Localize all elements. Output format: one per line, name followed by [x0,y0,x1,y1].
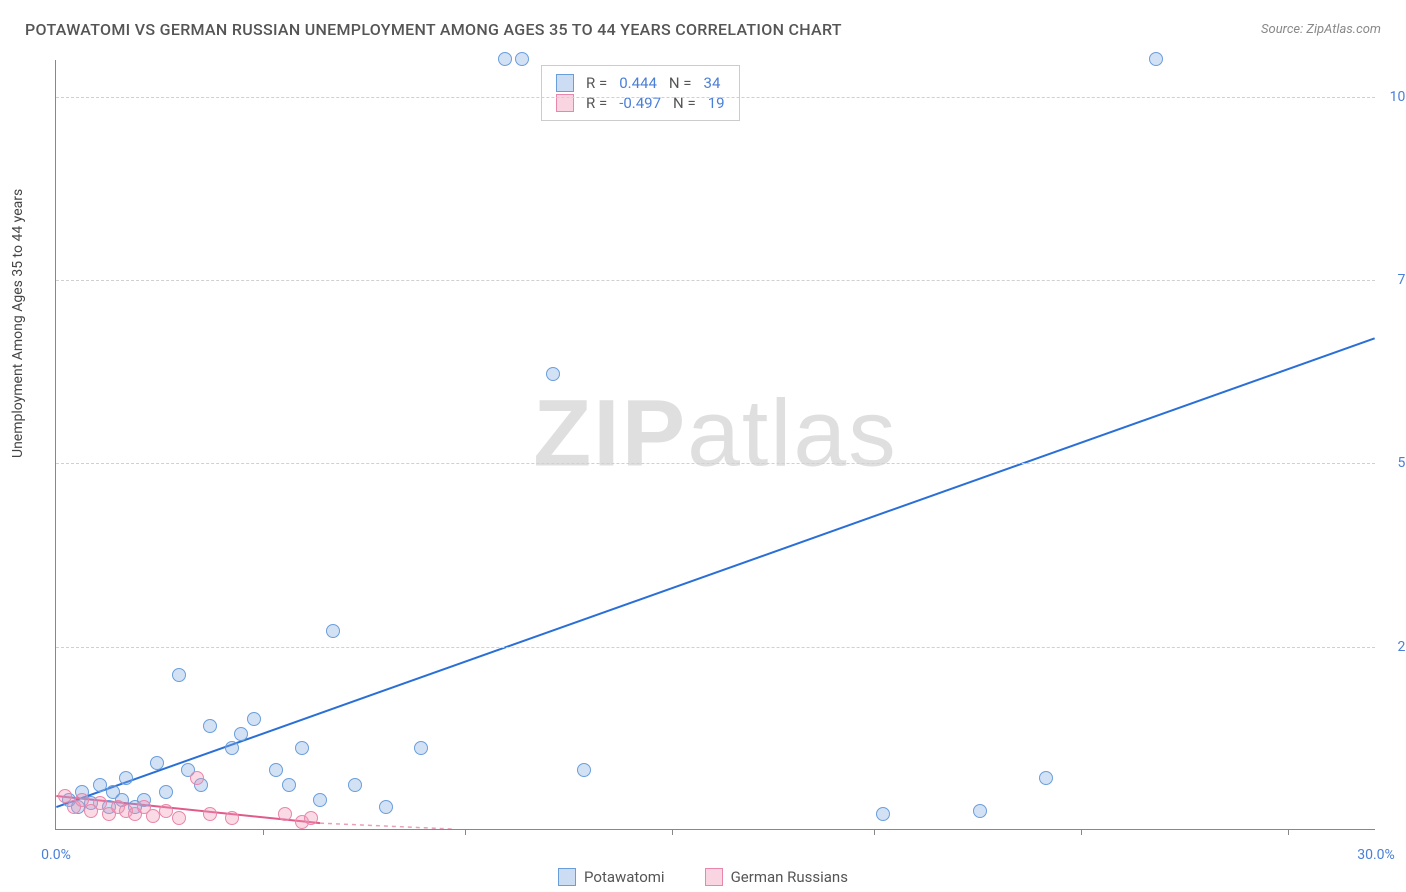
point-potawatomi [348,778,362,792]
point-potawatomi [973,804,987,818]
swatch-blue-icon [556,74,574,92]
point-potawatomi [876,807,890,821]
point-potawatomi [1149,52,1163,66]
xtick-mark [263,829,264,835]
point-german-russian [225,811,239,825]
xtick-mark [465,829,466,835]
chart-title: POTAWATOMI VS GERMAN RUSSIAN UNEMPLOYMEN… [25,20,842,39]
gridline-h [56,463,1375,464]
source-label: Source: ZipAtlas.com [1261,22,1381,37]
point-potawatomi [93,778,107,792]
xtick-mark [874,829,875,835]
r-value-0: 0.444 [619,74,657,92]
xtick-mark [1081,829,1082,835]
point-potawatomi [225,741,239,755]
legend-swatch-pink-icon [705,868,723,886]
point-potawatomi [498,52,512,66]
point-german-russian [203,807,217,821]
point-potawatomi [414,741,428,755]
point-potawatomi [515,52,529,66]
point-potawatomi [282,778,296,792]
ytick-label: 100.0% [1390,89,1406,105]
watermark-bold: ZIP [533,380,687,486]
point-potawatomi [577,763,591,777]
legend-item-potawatomi: Potawatomi [558,868,665,886]
point-german-russian [278,807,292,821]
point-potawatomi [326,624,340,638]
xtick-mark [672,829,673,835]
gridline-h [56,647,1375,648]
point-potawatomi [546,367,560,381]
n-label-0: N = [669,74,692,92]
point-potawatomi [1039,771,1053,785]
legend-bottom: Potawatomi German Russians [0,868,1406,886]
point-german-russian [304,811,318,825]
trend-line [320,823,452,829]
ytick-label: 50.0% [1397,455,1406,471]
r-label-0: R = [586,74,607,92]
point-potawatomi [119,771,133,785]
trend-line [56,338,1374,807]
point-potawatomi [247,712,261,726]
stats-row-blue: R = 0.444 N = 34 [556,74,725,92]
stats-box: R = 0.444 N = 34 R = -0.497 N = 19 [541,65,740,121]
point-potawatomi [269,763,283,777]
point-potawatomi [234,727,248,741]
plot-area: ZIPatlas R = 0.444 N = 34 R = -0.497 N =… [55,60,1375,830]
point-potawatomi [295,741,309,755]
xtick-label: 0.0% [41,847,71,863]
point-german-russian [190,771,204,785]
point-german-russian [159,804,173,818]
point-german-russian [172,811,186,825]
watermark-thin: atlas [687,380,898,486]
xtick-mark [1288,829,1289,835]
legend-label-0: Potawatomi [584,868,665,886]
ytick-label: 25.0% [1397,639,1406,655]
gridline-h [56,280,1375,281]
legend-label-1: German Russians [731,868,848,886]
n-value-0: 34 [704,74,721,92]
point-potawatomi [379,800,393,814]
point-potawatomi [159,785,173,799]
point-potawatomi [150,756,164,770]
point-german-russian [146,809,160,823]
point-potawatomi [313,793,327,807]
point-potawatomi [203,719,217,733]
watermark: ZIPatlas [533,379,897,488]
y-axis-label: Unemployment Among Ages 35 to 44 years [10,189,26,458]
point-potawatomi [172,668,186,682]
ytick-label: 75.0% [1397,272,1406,288]
gridline-h [56,97,1375,98]
xtick-label: 30.0% [1357,847,1395,863]
legend-item-german-russians: German Russians [705,868,848,886]
legend-swatch-blue-icon [558,868,576,886]
